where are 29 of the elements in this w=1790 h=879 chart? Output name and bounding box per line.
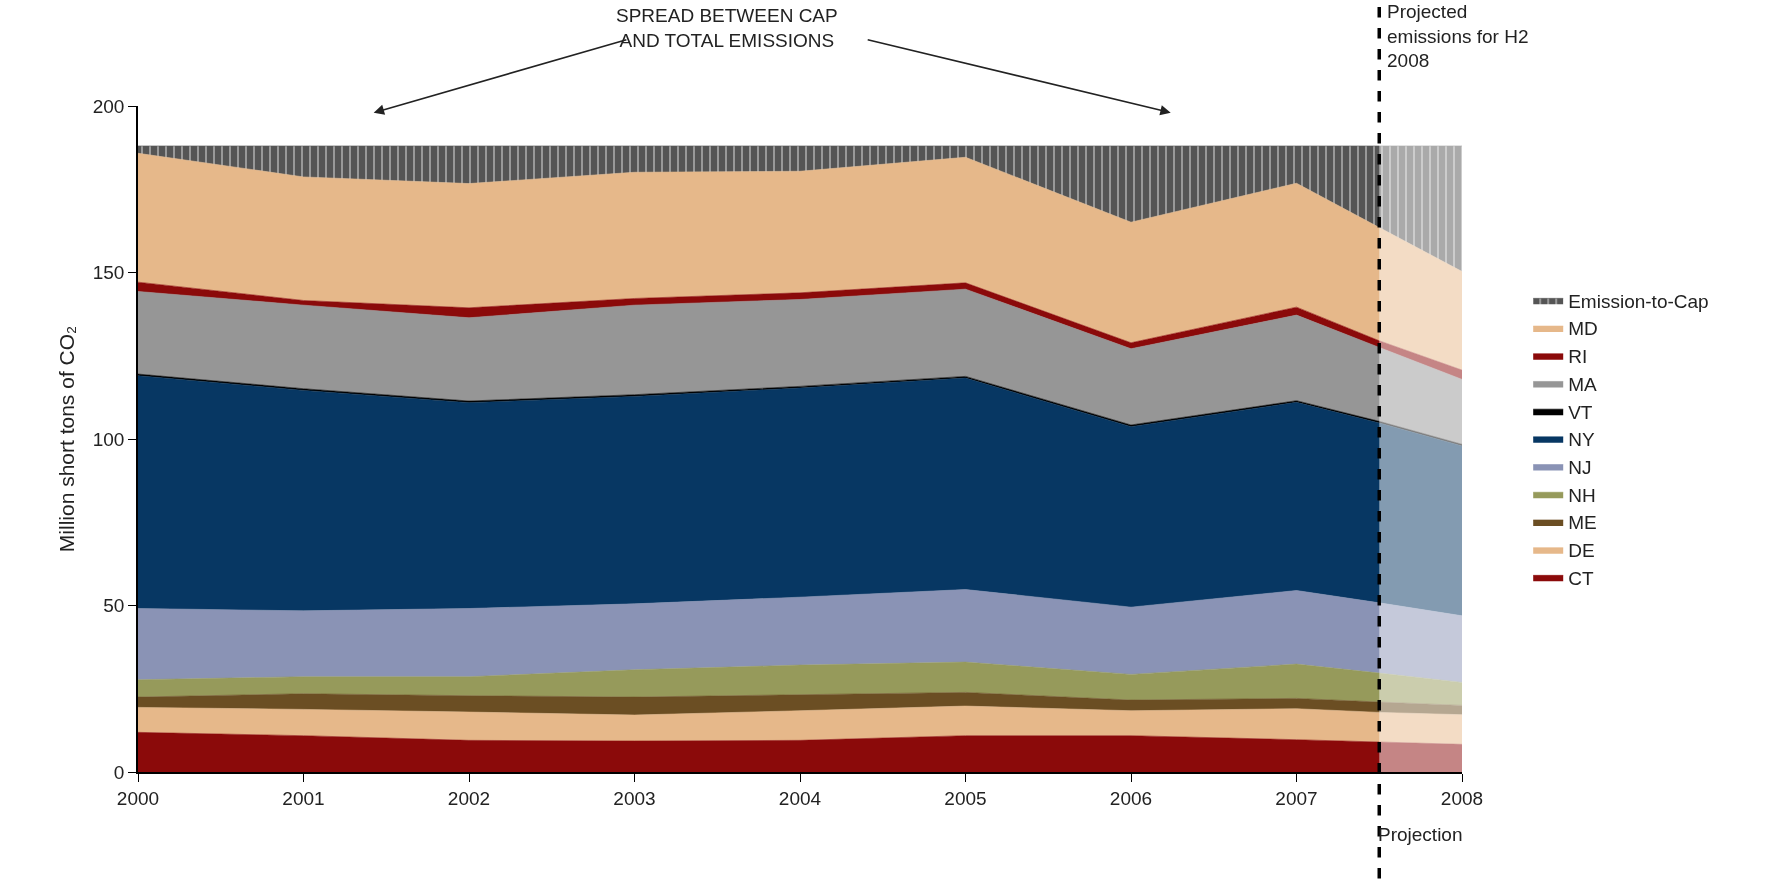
legend-label: Emission-to-Cap [1568,290,1709,312]
legend-label: DE [1568,540,1595,562]
x-tick-label: 2007 [1275,787,1318,809]
ref-line-label: Projected emissions for H2 2008 [1387,1,1529,72]
y-tick-label: 200 [92,95,125,117]
legend-label: VT [1568,401,1593,423]
x-tick-label: 2008 [1440,787,1484,809]
legend-label: NJ [1568,456,1592,478]
y-axis-title: Million short tons of CO₂ [55,325,79,553]
y-tick-label: 100 [92,428,125,450]
legend-label: MA [1568,373,1598,395]
band-label: Projection [1378,824,1463,845]
x-tick-label: 2000 [116,787,160,809]
legend-label: MD [1568,318,1598,340]
x-tick-label: 2004 [778,787,822,809]
x-tick-label: 2002 [447,787,491,809]
y-tick-label: 0 [113,761,125,783]
x-tick-label: 2006 [1109,787,1153,809]
legend-label: ME [1568,512,1597,534]
legend-label: NY [1568,429,1595,451]
legend-label: NH [1568,484,1596,506]
x-tick-label: 2003 [613,787,656,809]
x-tick-label: 2005 [944,787,987,809]
x-tick-label: 2001 [282,787,325,809]
legend-label: CT [1568,567,1594,589]
y-tick-label: 50 [103,595,125,617]
y-tick-label: 150 [92,262,125,284]
text: SPREAD BETWEEN CAP AND TOTAL EMISSIONS [616,5,838,51]
legend-label: RI [1568,346,1588,368]
